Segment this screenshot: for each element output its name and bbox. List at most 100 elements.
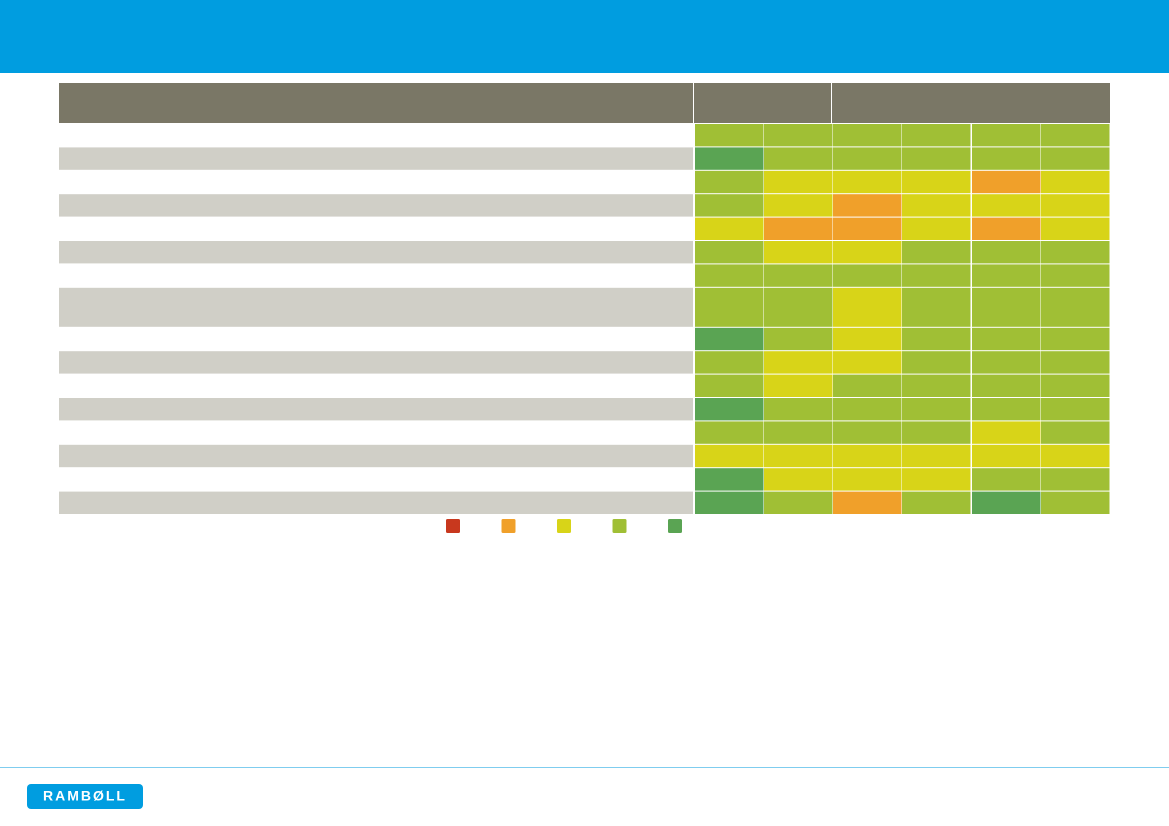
row-label-cell bbox=[59, 241, 693, 264]
heat-cell bbox=[1041, 124, 1110, 147]
row-label-cell bbox=[59, 327, 693, 351]
heat-cell bbox=[1041, 327, 1110, 351]
heat-cell bbox=[695, 351, 764, 374]
heat-cell bbox=[833, 287, 902, 327]
logo bbox=[27, 784, 143, 809]
header-group-cell bbox=[694, 83, 831, 123]
heat-cell bbox=[695, 217, 764, 240]
legend-swatch bbox=[668, 519, 682, 533]
row-label-cell bbox=[59, 374, 693, 397]
heat-cell bbox=[1041, 444, 1110, 468]
heat-cell bbox=[695, 287, 764, 327]
heat-cell bbox=[695, 241, 764, 264]
heat-cell bbox=[972, 241, 1041, 264]
heat-cell bbox=[972, 147, 1041, 170]
row-label-cell bbox=[59, 217, 693, 240]
heat-cell bbox=[972, 327, 1041, 351]
heat-cell bbox=[902, 241, 971, 264]
heat-cell bbox=[1041, 264, 1110, 287]
heat-cell bbox=[972, 351, 1041, 374]
heat-cell bbox=[695, 147, 764, 170]
row-label-cell bbox=[59, 287, 693, 327]
heat-cell bbox=[902, 421, 971, 444]
heat-cell bbox=[764, 468, 833, 491]
heat-cell bbox=[695, 124, 764, 147]
heat-cell bbox=[833, 398, 902, 421]
heat-cell bbox=[972, 398, 1041, 421]
heat-cell bbox=[972, 287, 1041, 327]
heat-cell bbox=[695, 491, 764, 514]
heat-cell bbox=[833, 170, 902, 194]
row-label-cell bbox=[59, 351, 693, 374]
heat-cell bbox=[764, 374, 833, 397]
heat-cell bbox=[764, 398, 833, 421]
heat-cell bbox=[902, 124, 971, 147]
heat-cell bbox=[902, 444, 971, 468]
heat-cell bbox=[902, 351, 971, 374]
heat-cell bbox=[972, 170, 1041, 194]
heat-cell bbox=[972, 264, 1041, 287]
heat-cell bbox=[972, 194, 1041, 217]
row-label-cell bbox=[59, 421, 693, 444]
heat-cell bbox=[833, 327, 902, 351]
heat-cell bbox=[833, 194, 902, 217]
heat-cell bbox=[764, 327, 833, 351]
heat-cell bbox=[902, 327, 971, 351]
row-label-cell bbox=[59, 444, 693, 468]
heat-cell bbox=[902, 194, 971, 217]
heat-cell bbox=[695, 194, 764, 217]
heat-cell bbox=[764, 241, 833, 264]
row-label-cell bbox=[59, 170, 693, 194]
header-label-cell bbox=[59, 83, 693, 123]
heat-cell bbox=[764, 444, 833, 468]
heat-cell bbox=[695, 398, 764, 421]
legend-swatch bbox=[501, 519, 516, 533]
heat-cell bbox=[902, 468, 971, 491]
heat-cell bbox=[902, 264, 971, 287]
heat-cell bbox=[902, 217, 971, 240]
heat-cell bbox=[1041, 421, 1110, 444]
heat-cell bbox=[695, 468, 764, 491]
header-bar bbox=[0, 0, 1169, 73]
heat-cell bbox=[695, 264, 764, 287]
heat-cell bbox=[833, 217, 902, 240]
heat-cell bbox=[764, 351, 833, 374]
heat-cell bbox=[764, 124, 833, 147]
heat-cell bbox=[695, 170, 764, 194]
heat-cell bbox=[1041, 491, 1110, 514]
heat-cell bbox=[972, 421, 1041, 444]
logo-text: RAMBØLL bbox=[43, 788, 127, 804]
heat-cell bbox=[833, 124, 902, 147]
heat-cell bbox=[833, 468, 902, 491]
heat-cell bbox=[972, 374, 1041, 397]
heat-cell bbox=[764, 287, 833, 327]
heat-cell bbox=[833, 374, 902, 397]
heat-cell bbox=[1041, 170, 1110, 194]
heat-cell bbox=[1041, 287, 1110, 327]
row-label-cell bbox=[59, 468, 693, 491]
header-group-cell bbox=[832, 83, 1110, 123]
heat-cell bbox=[972, 217, 1041, 240]
heat-cell bbox=[1041, 147, 1110, 170]
legend-swatch bbox=[612, 519, 627, 533]
heat-cell bbox=[833, 147, 902, 170]
heat-cell bbox=[695, 421, 764, 444]
legend-swatch bbox=[446, 519, 460, 533]
heat-cell bbox=[902, 398, 971, 421]
heat-cell bbox=[695, 444, 764, 468]
heat-cell bbox=[972, 124, 1041, 147]
heat-cell bbox=[833, 444, 902, 468]
heat-cell bbox=[833, 421, 902, 444]
heat-cell bbox=[833, 491, 902, 514]
heat-cell bbox=[764, 217, 833, 240]
row-label-cell bbox=[59, 124, 693, 147]
row-label-cell bbox=[59, 194, 693, 217]
heat-cell bbox=[1041, 398, 1110, 421]
heat-cell bbox=[833, 241, 902, 264]
legend-swatch bbox=[557, 519, 571, 533]
row-label-cell bbox=[59, 264, 693, 287]
table bbox=[59, 83, 1110, 533]
heat-cell bbox=[764, 170, 833, 194]
heat-cell bbox=[833, 264, 902, 287]
